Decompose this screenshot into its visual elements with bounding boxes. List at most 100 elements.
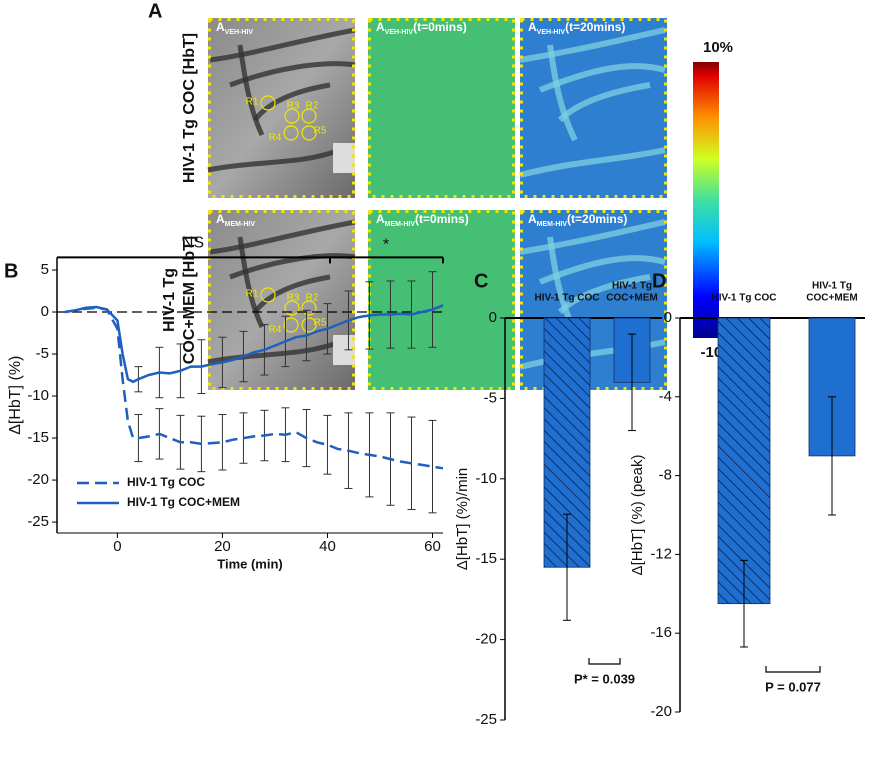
image-label-time: (t=0mins)	[413, 20, 467, 34]
image: R1 R2 R3 R4 R5 AMEM-HIV	[207, 210, 356, 390]
image-label-main: A	[216, 212, 225, 226]
x-axis-label: Time (min)	[217, 556, 283, 571]
region-circle	[283, 317, 299, 333]
image: AVEH-HIV(t=0mins)	[368, 18, 515, 198]
image-label-main: A	[528, 212, 537, 226]
vessel	[519, 147, 666, 178]
error-bar	[628, 333, 636, 432]
image-label: AMEM-HIV	[216, 212, 255, 228]
image-border	[368, 18, 515, 198]
y-tick-label: -20	[27, 471, 49, 488]
row-label: HIV-1 Tg	[161, 268, 178, 332]
image-border	[520, 18, 667, 198]
legend-label: HIV-1 Tg COC	[127, 475, 205, 489]
image-border	[208, 210, 355, 390]
image-label-main: A	[528, 20, 537, 34]
colorbar-max: 10%	[703, 39, 733, 56]
image: AMEM-HIV(t=0mins)	[368, 210, 515, 390]
annotation: P = 0.077	[765, 679, 821, 694]
region-circle	[301, 108, 317, 124]
y-tick-label: 0	[41, 303, 49, 320]
region-label: R4	[269, 133, 282, 144]
image: R1 R2 R3 R4 R5 AVEH-HIV	[207, 18, 356, 198]
image-border	[368, 210, 515, 390]
vessel	[237, 236, 265, 329]
image-label-sub: VEH-HIV	[537, 29, 566, 36]
x-tick-label: 0	[113, 538, 121, 555]
error-bar	[563, 513, 571, 621]
image-bg	[368, 210, 515, 390]
bright-spot	[333, 143, 355, 173]
image-label-time: (t=0mins)	[415, 212, 469, 226]
y-tick-label: 0	[489, 309, 497, 326]
annotation: P* = 0.039	[574, 671, 635, 686]
y-tick-label: -10	[27, 387, 49, 404]
y-tick-label: -12	[650, 545, 672, 562]
row-label: HIV-1 Tg COC [HbT]	[181, 33, 198, 183]
panel-letter: B	[4, 260, 18, 282]
legend-label: HIV-1 Tg COC+MEM	[127, 495, 240, 509]
error-bar	[828, 396, 836, 516]
region-circle	[284, 108, 300, 124]
series-line	[64, 306, 444, 470]
region-label: R1	[246, 289, 259, 300]
colorbar	[693, 62, 719, 338]
category-label: HIV-1 Tg COC	[711, 293, 776, 304]
vessel	[547, 44, 578, 142]
x-tick-label: 20	[214, 538, 231, 555]
category-label: COC+MEM	[606, 293, 657, 304]
region-label: R3	[287, 293, 300, 304]
image-label: AVEH-HIV(t=20mins)	[528, 20, 625, 36]
y-tick-label: 5	[41, 261, 49, 278]
significance-bracket	[765, 666, 821, 673]
annotation: *	[383, 237, 389, 254]
region-circle	[301, 317, 317, 333]
image-border	[208, 18, 355, 198]
y-tick-label: -15	[27, 429, 49, 446]
image-label-time: (t=20mins)	[565, 20, 625, 34]
image-bg	[368, 18, 515, 198]
region-circle	[301, 300, 317, 316]
x-tick-label: 60	[424, 538, 441, 555]
vessel	[207, 147, 341, 173]
image-label: AVEH-HIV(t=0mins)	[376, 20, 467, 36]
x-tick-label: 40	[319, 538, 336, 555]
region-label: R3	[287, 101, 300, 112]
series-line	[64, 304, 444, 384]
vessel	[519, 219, 666, 255]
image-label-sub: MEM-HIV	[537, 221, 568, 228]
image-label-sub: VEH-HIV	[385, 29, 414, 36]
panel-letter: C	[474, 270, 488, 292]
image-label: AMEM-HIV(t=0mins)	[376, 212, 469, 228]
y-tick-label: -10	[475, 470, 497, 487]
region-circle	[283, 125, 299, 141]
category-label: HIV-1 Tg	[812, 281, 852, 292]
category-label: HIV-1 Tg COC	[534, 293, 599, 304]
vessel	[253, 82, 331, 122]
vessel	[209, 27, 356, 63]
y-axis-label: Δ[HbT] (%) (peak)	[629, 455, 646, 576]
region-circle	[301, 125, 317, 141]
significance-bracket	[588, 658, 621, 665]
y-tick-label: -20	[475, 631, 497, 648]
image-label: AMEM-HIV(t=20mins)	[528, 212, 627, 228]
image-label: AVEH-HIV	[216, 20, 253, 36]
vessel	[207, 339, 341, 365]
image-label-main: A	[376, 212, 385, 226]
y-tick-label: -16	[650, 624, 672, 641]
y-tick-label: -4	[659, 388, 672, 405]
y-axis-label: Δ[HbT] (%)	[7, 356, 24, 435]
region-circle	[260, 287, 276, 303]
bright-spot	[333, 335, 355, 365]
vessel	[237, 44, 265, 137]
error-bar	[323, 414, 332, 475]
region-label: R1	[246, 97, 259, 108]
error-bar	[740, 559, 748, 648]
region-label: R5	[314, 126, 327, 137]
y-tick-label: -20	[650, 703, 672, 720]
y-tick-label: -25	[475, 711, 497, 728]
y-tick-label: -5	[484, 389, 497, 406]
region-circle	[284, 300, 300, 316]
bar	[717, 317, 771, 605]
